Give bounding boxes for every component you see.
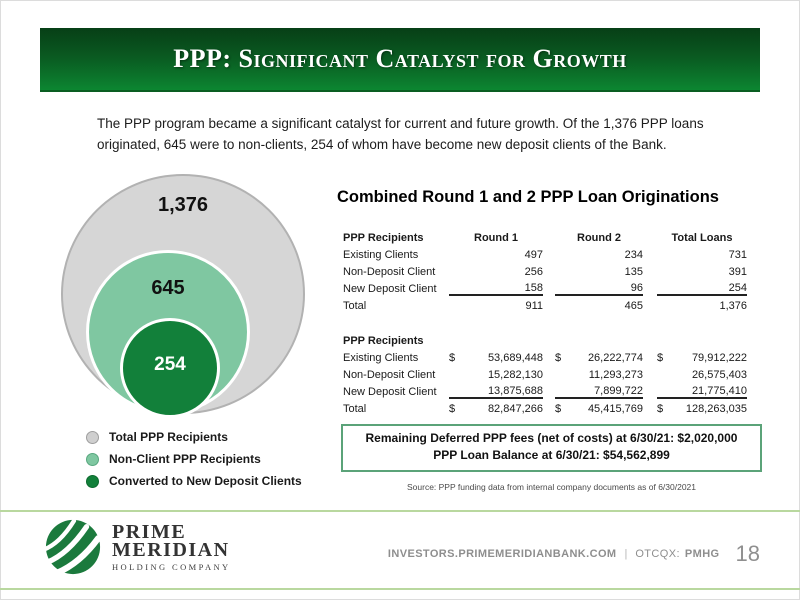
table-section-header-row: PPP Recipients [343,329,747,347]
legend-item-non-client: Non-Client PPP Recipients [86,452,302,466]
cell-value: 26,222,774 [587,352,643,364]
circle-converted-value: 254 [154,354,186,375]
col-header-total-loans: Total Loans [671,232,733,244]
callout-line-2: PPP Loan Balance at 6/30/21: $54,562,899 [433,448,670,463]
circle-total-value: 1,376 [157,194,209,216]
table-title: Combined Round 1 and 2 PPP Loan Originat… [337,188,719,206]
circle-non-client-value: 645 [151,277,185,299]
table-total-row: Total $ 82,847,266 $ 45,415,769 $ 128,26… [343,398,747,415]
diagram-legend: Total PPP Recipients Non-Client PPP Reci… [86,430,302,496]
cell-value: 82,847,266 [487,403,543,415]
currency-symbol: $ [657,403,664,415]
currency-symbol: $ [657,352,664,364]
legend-label: Non-Client PPP Recipients [109,452,261,466]
cell-value: 53,689,448 [487,352,543,364]
slide-title: PPP: Significant Catalyst for Growth [173,44,627,73]
dark-green-circle-icon [86,474,99,488]
row-label: Total [343,300,367,312]
row-label: Non-Deposit Client [343,266,436,278]
row-label: New Deposit Client [343,386,437,398]
cell-value: 391 [728,266,747,278]
col-header-round2: Round 2 [577,232,621,244]
logo-line-meridian: MERIDIAN [112,538,230,561]
footer-top-divider [0,510,800,512]
cell-value: 234 [624,249,643,261]
nested-circles-diagram: 1,376 645 254 [58,172,308,420]
row-label: New Deposit Client [343,283,437,295]
currency-symbol: $ [555,403,562,415]
source-note: Source: PPP funding data from internal c… [406,482,697,492]
row-label: Existing Clients [343,249,419,261]
legend-label: Total PPP Recipients [109,430,228,444]
cell-value: 497 [524,249,543,261]
cell-value: 158 [463,278,543,296]
table-row: Non-Deposit Client 15,282,130 11,293,273… [343,364,747,381]
footer-separator: | [624,548,628,560]
circle-converted-clients: 254 [120,318,220,418]
col-header-round1: Round 1 [474,232,518,244]
cell-value: 11,293,273 [588,369,643,381]
cell-value: 26,575,403 [691,369,747,381]
table-header-row: PPP Recipients Round 1 Round 2 Total Loa… [343,226,747,244]
cell-value: 731 [728,249,747,261]
cell-value: 1,376 [719,300,747,312]
ppp-loan-table: PPP Recipients Round 1 Round 2 Total Loa… [343,226,747,415]
table-row: Existing Clients 497 234 731 [343,244,747,261]
currency-symbol: $ [555,352,562,364]
ticker-exchange-label: OTCQX: [635,548,680,560]
legend-label: Converted to New Deposit Clients [109,474,302,488]
table-row: Non-Deposit Client 256 135 391 [343,261,747,278]
table-total-row: Total 911 465 1,376 [343,295,747,312]
row-label: Total [343,403,367,415]
logo-wordmark: PRIME MERIDIAN HOLDING COMPANY [112,520,231,572]
cell-value: 254 [671,278,747,296]
cell-value: 21,775,410 [671,381,747,399]
investor-website: INVESTORS.PRIMEMERIDIANBANK.COM [387,548,617,560]
row-label: Existing Clients [343,352,419,364]
row-label: Non-Deposit Client [343,369,436,381]
cell-value: 256 [524,266,543,278]
legend-item-total: Total PPP Recipients [86,430,302,444]
page-number: 18 [735,541,760,566]
cell-value: 135 [624,266,643,278]
cell-value: 911 [525,300,543,312]
callout-line-1: Remaining Deferred PPP fees (net of cost… [365,431,738,445]
ticker-symbol: PMHG [684,548,720,560]
cell-value: 7,899,722 [569,381,643,399]
cell-value: 45,415,769 [587,403,643,415]
deferred-fees-callout: Remaining Deferred PPP fees (net of cost… [341,424,762,472]
currency-symbol: $ [449,403,456,415]
light-green-circle-icon [86,452,99,466]
footer-info: INVESTORS.PRIMEMERIDIANBANK.COM | OTCQX:… [388,541,760,567]
cell-value: 13,875,688 [463,381,543,399]
cell-value: 79,912,222 [691,352,747,364]
cell-value: 465 [624,300,643,312]
intro-paragraph: The PPP program became a significant cat… [97,116,704,152]
section-header: PPP Recipients [343,335,424,347]
logo-line-prime: PRIME [112,520,187,543]
legend-item-converted: Converted to New Deposit Clients [86,474,302,488]
company-logo: PRIME MERIDIAN HOLDING COMPANY [44,518,231,576]
table-row: Existing Clients $ 53,689,448 $ 26,222,7… [343,347,747,364]
currency-symbol: $ [449,352,456,364]
footer-bottom-divider [0,588,800,590]
gray-circle-icon [86,430,99,444]
slide-title-banner: PPP: Significant Catalyst for Growth [40,28,760,92]
globe-icon [44,518,102,576]
table-row: New Deposit Client 158 96 254 [343,278,747,296]
col-header-recipients: PPP Recipients [343,232,424,244]
logo-line-holding-company: HOLDING COMPANY [112,561,231,572]
table-row: New Deposit Client 13,875,688 7,899,722 … [343,381,747,399]
cell-value: 128,263,035 [685,403,747,415]
cell-value: 15,282,130 [487,369,543,381]
cell-value: 96 [569,278,643,296]
